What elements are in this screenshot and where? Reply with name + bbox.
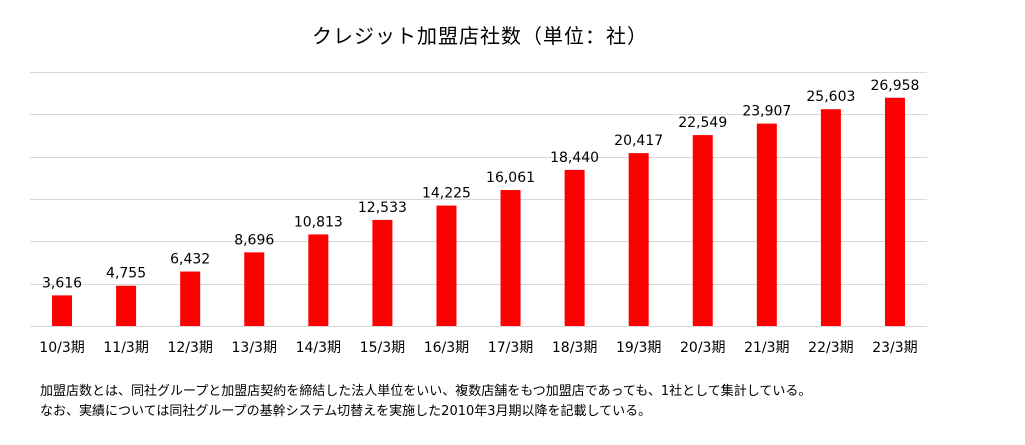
bar [628, 153, 649, 326]
x-tick-label: 21/3期 [744, 340, 789, 356]
bar [116, 285, 137, 326]
data-label: 22,549 [678, 115, 727, 131]
bar [756, 123, 777, 326]
data-label: 3,616 [42, 275, 82, 291]
data-label: 6,432 [170, 252, 210, 268]
x-tick-label: 18/3期 [552, 340, 597, 356]
x-tick-label: 13/3期 [232, 340, 277, 356]
data-label: 12,533 [358, 200, 407, 216]
x-tick-label: 15/3期 [360, 340, 405, 356]
bar [180, 271, 201, 326]
bar [436, 205, 457, 326]
bar [372, 219, 393, 326]
bar [692, 135, 713, 326]
footnote-note: なお、実績については同社グループの基幹システム切替えを実施した2010年3月期以… [40, 404, 652, 419]
x-tick-label: 14/3期 [296, 340, 341, 356]
x-tick-label: 22/3期 [808, 340, 853, 356]
chart-title: クレジット加盟店社数（単位：社） [312, 24, 648, 48]
x-axis-tick-labels: 10/3期 11/3期 12/3期 13/3期 14/3期 15/3期 16/3期 17/3期… [39, 340, 917, 356]
bar [308, 234, 329, 326]
data-label: 23,907 [742, 104, 791, 120]
bars [52, 97, 905, 326]
bar [820, 109, 841, 326]
bar [884, 97, 905, 326]
x-tick-label: 19/3期 [616, 340, 661, 356]
bar [564, 169, 585, 326]
data-label: 26,958 [870, 78, 919, 94]
data-label: 4,755 [106, 266, 146, 282]
data-label: 18,440 [550, 150, 599, 166]
x-tick-label: 11/3期 [103, 340, 148, 356]
bar [244, 252, 265, 326]
data-label: 14,225 [422, 186, 471, 202]
gridlines [30, 72, 927, 327]
data-label: 25,603 [806, 89, 855, 105]
x-tick-label: 10/3期 [39, 340, 84, 356]
data-labels: 3,616 4,755 6,432 8,696 10,813 12,533 14,225 16… [42, 78, 919, 292]
data-label: 16,061 [486, 170, 535, 186]
bar [500, 190, 521, 326]
data-label: 8,696 [234, 232, 274, 248]
bar [52, 295, 73, 326]
data-label: 10,813 [294, 214, 343, 230]
x-tick-label: 16/3期 [424, 340, 469, 356]
x-tick-label: 20/3期 [680, 340, 725, 356]
x-tick-label: 17/3期 [488, 340, 533, 356]
data-label: 20,417 [614, 133, 663, 149]
x-tick-label: 12/3期 [167, 340, 212, 356]
footnote-definition: 加盟店数とは、同社グループと加盟店契約を締結した法人単位をいい、複数店舗をもつ加… [40, 384, 812, 399]
x-tick-label: 23/3期 [872, 340, 917, 356]
